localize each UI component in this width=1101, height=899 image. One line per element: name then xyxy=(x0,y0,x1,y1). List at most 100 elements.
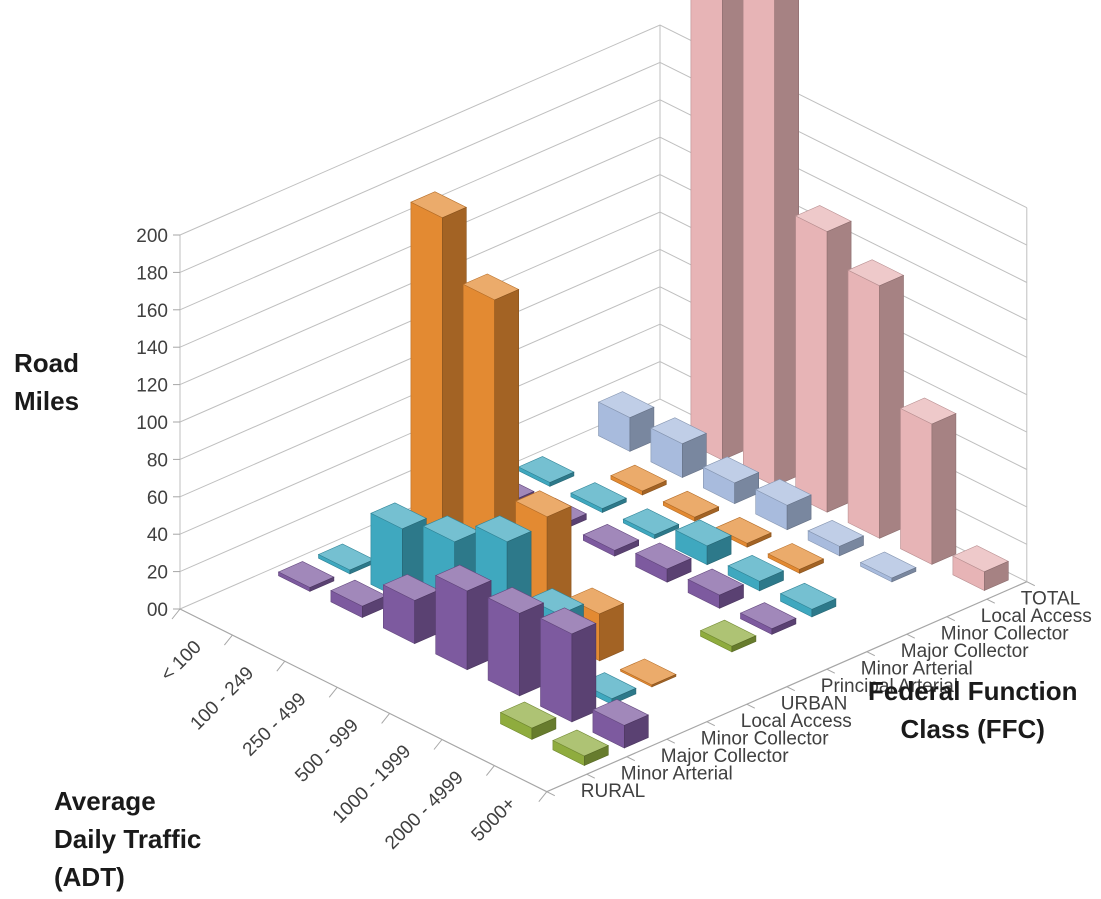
bar-side-face xyxy=(734,472,760,505)
bar-side-face xyxy=(811,598,837,618)
ffc-axis-tick xyxy=(826,668,836,674)
bar-side-face xyxy=(629,406,655,452)
adt-tick-label: 2000 - 4999 xyxy=(381,767,468,854)
bar-front-face xyxy=(690,0,723,461)
bar-front-face xyxy=(487,597,520,697)
bar-side-face xyxy=(931,413,957,565)
ffc-tick-label: Minor Arterial xyxy=(621,763,733,784)
adt-axis-title-line: Daily Traffic xyxy=(54,824,202,854)
bar xyxy=(899,397,957,565)
bar xyxy=(847,259,905,539)
bars xyxy=(277,0,1010,766)
bar-side-face xyxy=(759,570,784,592)
bar-side-face xyxy=(826,220,852,513)
bar xyxy=(370,502,428,601)
bar-side-face xyxy=(571,623,597,723)
ffc-axis-tick xyxy=(706,721,716,727)
bar-side-face xyxy=(799,558,824,574)
adt-tick-label: 500 - 999 xyxy=(291,715,363,787)
bar-side-face xyxy=(309,576,335,592)
ffc-axis-tick xyxy=(546,791,556,797)
bar xyxy=(739,602,797,635)
ffc-axis-tick xyxy=(586,773,596,779)
ffc-tick-label: Principal Arterial xyxy=(821,676,958,697)
z-axis-title: Road Miles xyxy=(14,344,79,420)
bar-side-face xyxy=(983,560,1009,591)
ffc-axis-title-line: Class (FFC) xyxy=(900,714,1045,744)
bar-side-face xyxy=(599,603,624,662)
bar xyxy=(539,607,597,723)
ffc-tick-label: Minor Collector xyxy=(941,623,1069,644)
bar xyxy=(592,699,650,749)
ffc-tick-label: Local Access xyxy=(981,606,1092,627)
adt-tick-label: < 100 xyxy=(157,637,206,686)
bar xyxy=(610,464,668,496)
bar xyxy=(552,729,610,766)
bar xyxy=(317,543,375,575)
ffc-tick-label: Minor Arterial xyxy=(861,658,973,679)
bar-side-face xyxy=(719,584,744,609)
bar-side-face xyxy=(891,567,917,583)
ffc-tick-label: RURAL xyxy=(581,781,645,802)
bar-side-face xyxy=(839,535,864,557)
bar xyxy=(570,482,628,513)
bar-side-face xyxy=(614,539,640,557)
bar xyxy=(859,551,917,583)
bar-side-face xyxy=(731,635,757,653)
ffc-axis-title: Federal Function Class (FFC) xyxy=(868,672,1077,748)
bar-side-face xyxy=(786,494,812,531)
adt-axis-tick xyxy=(433,739,443,750)
ffc-axis-tick xyxy=(906,633,916,639)
ffc-tick-label: Major Collector xyxy=(661,746,789,767)
bar-front-face xyxy=(540,617,573,723)
gridline xyxy=(179,24,1028,236)
bar xyxy=(277,561,335,592)
z-tick-label: 120 xyxy=(136,376,168,397)
z-tick-label: 60 xyxy=(147,488,168,509)
adt-axis-tick xyxy=(224,634,233,646)
adt-tick-label: 100 - 249 xyxy=(187,663,259,735)
bar xyxy=(662,490,720,522)
bar xyxy=(597,391,655,452)
bar xyxy=(634,542,692,583)
bar-side-face xyxy=(666,558,692,583)
adt-axis-tick xyxy=(276,660,286,672)
adt-tick-label: 5000+ xyxy=(468,793,521,846)
adt-axis-line xyxy=(179,608,548,793)
bar-side-face xyxy=(879,274,904,539)
bar xyxy=(674,519,732,566)
bar xyxy=(687,568,745,609)
bar xyxy=(754,478,812,531)
bar xyxy=(517,456,575,487)
adt-tick-label: 250 - 499 xyxy=(239,689,311,761)
z-tick-label: 160 xyxy=(136,301,168,322)
bar xyxy=(499,701,557,740)
bar-front-face xyxy=(795,215,828,513)
bar xyxy=(742,0,800,487)
bar xyxy=(779,582,837,618)
z-tick-label: 100 xyxy=(136,413,168,434)
bar-side-face xyxy=(623,714,649,749)
ffc-axis-tick xyxy=(986,598,996,604)
ffc-axis-tick xyxy=(946,616,956,622)
bar-side-face xyxy=(549,471,575,487)
z-tick-label: 20 xyxy=(147,563,168,584)
z-tick-label: 00 xyxy=(147,600,168,621)
bar xyxy=(487,586,545,697)
bar-side-face xyxy=(746,532,772,548)
bar xyxy=(410,191,468,583)
bar xyxy=(702,456,760,505)
ffc-axis-title-line: Federal Function xyxy=(868,676,1078,706)
z-tick-label: 80 xyxy=(147,450,168,471)
z-axis-title-line: Road xyxy=(14,348,79,378)
bar-side-face xyxy=(531,717,557,740)
ffc-tick-label: URBAN xyxy=(781,693,848,714)
ffc-tick-label: Minor Collector xyxy=(701,728,829,749)
adt-axis-title-line: Average xyxy=(54,786,156,816)
ffc-tick-label: Local Access xyxy=(741,711,852,732)
bar-side-face xyxy=(519,602,544,697)
bar-front-face xyxy=(847,269,880,539)
ffc-axis-tick xyxy=(1026,581,1036,587)
bar-top-face xyxy=(619,658,677,686)
